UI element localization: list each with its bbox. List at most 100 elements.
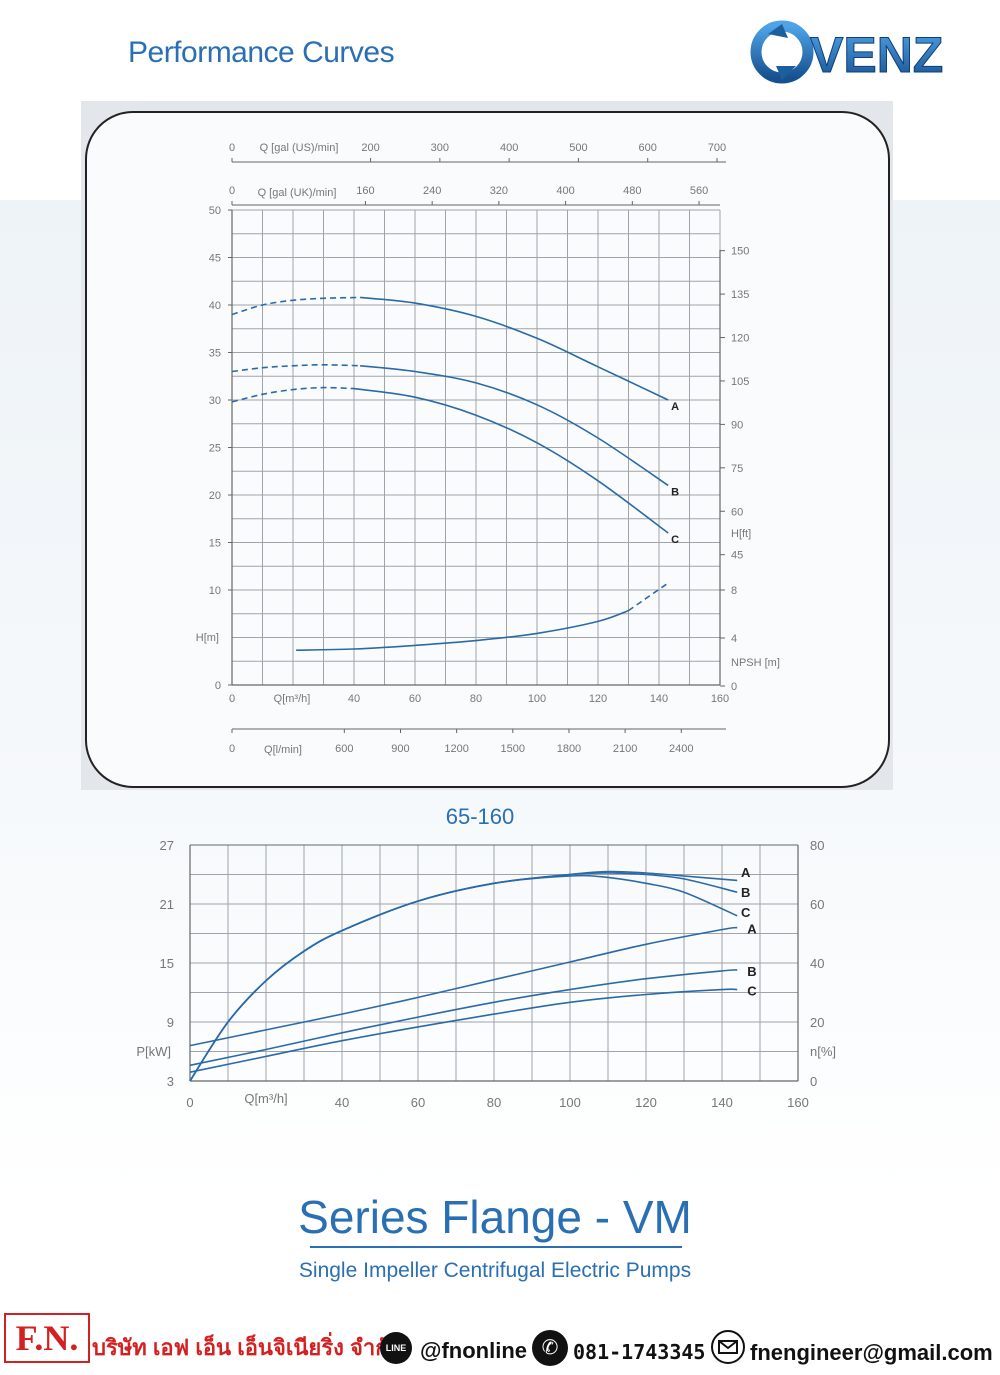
ft-tick-label: 90 (731, 419, 743, 431)
ovenz-logo: VENZ (748, 20, 970, 84)
y-tick-label: 9 (167, 1015, 174, 1030)
lpm-tick-label: 900 (391, 743, 409, 755)
npsh-tick-label: 8 (731, 585, 737, 597)
head-chart-curves (231, 296, 669, 651)
us-gal-tick-label: 500 (569, 142, 587, 154)
x-tick-label: 120 (635, 1095, 657, 1110)
curve-b (360, 365, 669, 487)
curve-a (360, 296, 669, 401)
curve-label-a: A (671, 401, 679, 413)
y-tick-label: 25 (209, 443, 221, 455)
x-tick-label: 100 (528, 693, 546, 705)
x-tick-label: 80 (487, 1095, 501, 1110)
x-tick-label: 160 (711, 693, 729, 705)
chart-panel (85, 111, 890, 788)
curve-c (353, 387, 669, 534)
lpm-tick-label: 0 (229, 743, 235, 755)
uk-gal-tick-label: 560 (690, 185, 708, 197)
y-tick-label: 30 (209, 395, 221, 407)
curve-a-dashed (231, 296, 361, 316)
uk-gal-axis-label: Q [gal (UK)/min] (258, 187, 337, 199)
y2-tick-label: 20 (810, 1015, 824, 1030)
power-label-c: C (747, 984, 757, 999)
y2-tick-label: 60 (810, 897, 824, 912)
power-chart-grid (189, 844, 799, 1082)
email-address[interactable]: fnengineer@gmail.com (750, 1340, 993, 1365)
y-tick-label: 45 (209, 253, 221, 265)
efficiency-label-a: A (741, 865, 751, 880)
lpm-tick-label: 1800 (557, 743, 581, 755)
power-label-a: A (747, 922, 757, 937)
us-gal-axis-label: Q [gal (US)/min] (260, 142, 339, 154)
phone-icon[interactable]: ✆ (532, 1330, 568, 1366)
y-tick-label: 27 (160, 838, 174, 853)
x-tick-label: 40 (335, 1095, 349, 1110)
npsh-tick-label: 0 (731, 681, 737, 693)
svg-text:VENZ: VENZ (810, 27, 943, 83)
y-axis-label: H[m] (196, 632, 219, 644)
y-tick-label: 15 (209, 538, 221, 550)
power-curve-c (189, 988, 738, 1073)
lpm-tick-label: 2100 (613, 743, 637, 755)
power-label-b: B (747, 964, 756, 979)
lpm-tick-label: 1500 (501, 743, 525, 755)
ft-tick-label: 75 (731, 463, 743, 475)
y2-tick-label: 80 (810, 838, 824, 853)
y-tick-label: 0 (215, 680, 221, 692)
efficiency-label-c: C (741, 905, 751, 920)
uk-gal-tick-label: 400 (556, 185, 574, 197)
title-underline (310, 1246, 682, 1248)
power-chart-curves (189, 870, 738, 1082)
y-tick-label: 50 (209, 205, 221, 217)
x-tick-label: 0 (186, 1095, 193, 1110)
x-axis-label: Q[m³/h] (274, 693, 311, 705)
ft-tick-label: 120 (731, 333, 749, 345)
curve-label-c: C (671, 534, 679, 546)
power-curve-b (189, 969, 738, 1067)
series-title: Series Flange - VM (298, 1191, 692, 1243)
y-tick-label: 15 (160, 956, 174, 971)
y-tick-label: 40 (209, 300, 221, 312)
curve-label-b: B (671, 487, 679, 499)
power-efficiency-chart: 3 9 15 21 27 P[kW] 0 20 40 60 80 n[%] 0 40 60 80 100 120 1… (136, 838, 836, 1110)
us-gal-tick-label: 300 (431, 142, 449, 154)
npsh-tick-label: 4 (731, 633, 737, 645)
x-tick-label: 0 (229, 693, 235, 705)
npsh-axis-label: NPSH [m] (731, 657, 780, 669)
y-tick-label: 35 (209, 348, 221, 360)
ft-tick-label: 150 (731, 246, 749, 258)
y-tick-label: 20 (209, 490, 221, 502)
ft-tick-label: 135 (731, 289, 749, 301)
head-chart-grid (228, 158, 726, 733)
us-gal-tick-label: 700 (708, 142, 726, 154)
line-id[interactable]: @fnonline (420, 1338, 527, 1363)
phone-number[interactable]: 081-1743345 (573, 1340, 706, 1364)
npsh-curve (296, 609, 629, 651)
lpm-tick-label: 1200 (444, 743, 468, 755)
x-tick-label: 140 (650, 693, 668, 705)
ft-tick-label: 45 (731, 550, 743, 562)
company-name: บริษัท เอฟ เอ็น เอ็นจิเนียริ่ง จำกัด (92, 1335, 403, 1360)
us-gal-tick-label: 200 (361, 142, 379, 154)
uk-gal-tick-label: 160 (356, 185, 374, 197)
x-axis-label: Q[m³/h] (244, 1091, 287, 1106)
series-subtitle: Single Impeller Centrifugal Electric Pum… (298, 1259, 692, 1282)
contact-bar: F.N. บริษัท เอฟ เอ็น เอ็นจิเนียริ่ง จำกั… (0, 1310, 1000, 1366)
y-axis-label: P[kW] (136, 1044, 171, 1059)
email-icon[interactable] (711, 1330, 745, 1364)
x-tick-label: 100 (559, 1095, 581, 1110)
page-title: Performance Curves (128, 36, 395, 69)
us-gal-tick-label: 0 (229, 142, 235, 154)
ft-tick-label: 105 (731, 376, 749, 388)
uk-gal-tick-label: 240 (423, 185, 441, 197)
power-chart-labels: 3 9 15 21 27 P[kW] 0 20 40 60 80 n[%] 0 40 60 80 100 120 1… (136, 838, 836, 1110)
uk-gal-tick-label: 0 (229, 185, 235, 197)
ft-tick-label: 60 (731, 506, 743, 518)
head-curve-chart: 0101520253035404550H[m]15013512010590756… (196, 142, 780, 756)
line-icon[interactable]: LINE (380, 1332, 412, 1364)
lpm-tick-label: 2400 (669, 743, 693, 755)
uk-gal-tick-label: 480 (623, 185, 641, 197)
y-tick-label: 10 (209, 585, 221, 597)
fn-brand-logo: F.N. (4, 1313, 90, 1363)
x-tick-label: 80 (470, 693, 482, 705)
